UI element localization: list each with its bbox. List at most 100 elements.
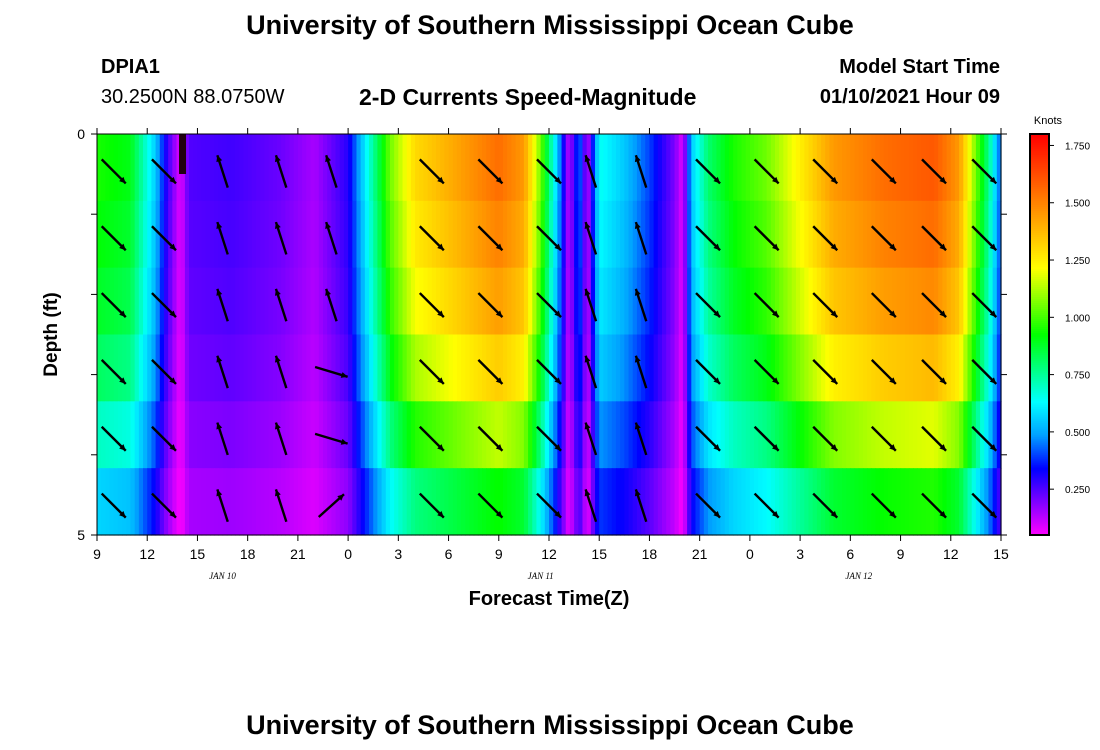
heatmap-cell <box>950 267 956 336</box>
heatmap-cell <box>147 134 153 202</box>
heatmap-cell <box>569 468 575 536</box>
heatmap-cell <box>482 401 487 469</box>
heatmap-cell <box>582 334 588 402</box>
colorbar-segment <box>1030 438 1049 442</box>
heatmap-cell <box>883 468 889 536</box>
colorbar-segment <box>1030 416 1049 420</box>
heatmap-cell <box>256 267 261 336</box>
current-vector-head <box>939 510 947 518</box>
heatmap-cell <box>335 134 341 202</box>
heatmap-cell <box>498 468 504 536</box>
heatmap-cell <box>176 401 182 469</box>
heatmap-cell <box>256 134 261 202</box>
heatmap-cell <box>323 401 328 469</box>
heatmap-cell <box>871 200 877 269</box>
heatmap-cell <box>465 200 471 269</box>
current-vector-head <box>495 310 503 318</box>
heatmap-cell <box>310 334 316 402</box>
heatmap-cell <box>557 401 563 469</box>
heatmap-cell <box>762 401 768 469</box>
heatmap-cell <box>737 401 743 469</box>
heatmap-cell <box>900 468 906 536</box>
heatmap-cell <box>168 334 173 402</box>
heatmap-cell <box>180 267 186 336</box>
colorbar-segment <box>1030 214 1049 217</box>
colorbar-segment <box>1030 396 1049 400</box>
heatmap-cell <box>289 200 295 269</box>
heatmap-cell <box>494 267 500 336</box>
heatmap-cell <box>984 267 990 336</box>
heatmap-cell <box>896 468 902 536</box>
colorbar-segment <box>1030 432 1049 436</box>
heatmap-cell <box>97 334 102 402</box>
heatmap-cell <box>825 134 831 202</box>
heatmap-cell <box>436 200 441 269</box>
heatmap-cell <box>649 200 655 269</box>
heatmap-cell <box>507 200 512 269</box>
current-vector-head <box>495 176 503 184</box>
colorbar-tick-label: 0.250 <box>1065 485 1090 496</box>
heatmap-cell <box>833 134 839 202</box>
colorbar-segment <box>1030 520 1049 524</box>
current-vector-head <box>325 155 331 163</box>
heatmap-cell <box>239 334 245 402</box>
colorbar-segment <box>1030 222 1049 225</box>
colorbar-segment <box>1030 386 1049 390</box>
colorbar-segment <box>1030 324 1049 328</box>
heatmap-cell <box>954 200 960 269</box>
colorbar-segment <box>1030 450 1049 454</box>
heatmap-cell <box>155 267 161 336</box>
colorbar-segment <box>1030 456 1049 460</box>
heatmap-cell <box>268 267 274 336</box>
heatmap-cell <box>176 267 182 336</box>
x-tick-label: 12 <box>139 546 155 562</box>
heatmap-cell <box>272 334 278 402</box>
current-vector-head <box>216 288 223 296</box>
colorbar-segment <box>1030 480 1049 484</box>
heatmap-cell <box>954 468 960 536</box>
heatmap-cell <box>214 134 219 202</box>
heatmap-cell <box>808 468 814 536</box>
heatmap-cell <box>117 468 123 536</box>
heatmap-cell <box>883 401 889 469</box>
colorbar-segment <box>1030 352 1049 356</box>
heatmap-cell <box>716 401 722 469</box>
heatmap-cell <box>210 134 215 202</box>
colorbar-segment <box>1030 464 1049 468</box>
colorbar-segment <box>1030 428 1049 432</box>
colorbar-segment <box>1030 238 1049 241</box>
heatmap-cell <box>226 267 232 336</box>
heatmap-cell <box>896 134 902 202</box>
heatmap-cell <box>829 200 835 269</box>
heatmap-cell <box>599 468 605 536</box>
heatmap-cell <box>917 334 923 402</box>
current-vector-head <box>119 243 126 251</box>
heatmap-cell <box>770 401 776 469</box>
current-vector-head <box>634 422 641 430</box>
heatmap-cell <box>356 401 362 469</box>
colorbar-segment <box>1030 216 1049 219</box>
heatmap-cell <box>189 134 194 202</box>
heatmap-cell <box>837 334 843 402</box>
heatmap-cell <box>377 134 383 202</box>
heatmap-cell <box>837 468 843 536</box>
colorbar-segment <box>1030 306 1049 310</box>
heatmap-cell <box>549 401 554 469</box>
heatmap-cell <box>745 334 751 402</box>
colorbar-tick-label: 0.500 <box>1065 428 1090 439</box>
heatmap-cell <box>293 134 299 202</box>
heatmap-cell <box>641 334 646 402</box>
heatmap-cell <box>243 134 249 202</box>
heatmap-cell <box>565 200 571 269</box>
heatmap-cell <box>339 401 345 469</box>
heatmap-cell <box>649 267 655 336</box>
heatmap-cell <box>996 134 1002 202</box>
heatmap-cell <box>921 401 927 469</box>
heatmap-cell <box>858 468 864 536</box>
heatmap-cell <box>959 468 964 536</box>
heatmap-cell <box>369 334 374 402</box>
heatmap-cell <box>708 401 713 469</box>
heatmap-cell <box>980 200 985 269</box>
heatmap-cell <box>230 334 236 402</box>
colorbar-segment <box>1030 258 1049 261</box>
